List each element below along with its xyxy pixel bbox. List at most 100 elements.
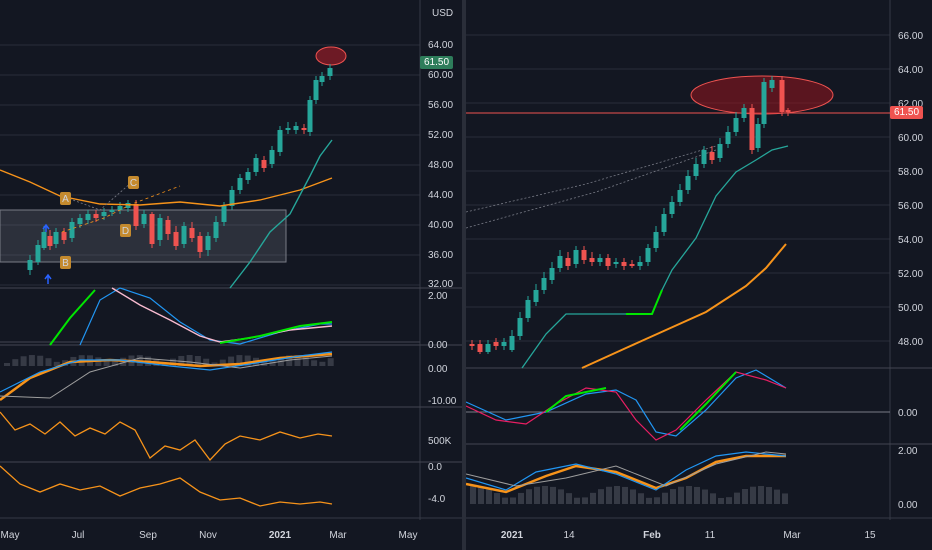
left-ind2-hist <box>286 355 293 366</box>
left-candle-body-29 <box>253 158 259 172</box>
pattern-label-D: D <box>122 226 129 237</box>
left-time-tick: Nov <box>199 530 217 541</box>
left-ind2-hist <box>203 358 210 366</box>
right-price-tick: 62.00 <box>898 99 923 110</box>
right-ind2-hist <box>502 497 508 504</box>
left-candle-body-19 <box>173 232 179 246</box>
pattern-label-bg <box>120 224 131 237</box>
left-chart-pane[interactable]: 64.00 60.00 56.00 52.00 48.00 44.00 40.00 36.00… <box>0 0 462 550</box>
right-ind2-hist <box>678 486 684 504</box>
pattern-label-bg <box>128 176 139 189</box>
left-candle-body-2 <box>41 232 47 248</box>
right-trend-line-2 <box>466 149 717 229</box>
right-candle-body-14 <box>581 250 587 260</box>
left-price-tick: 60.00 <box>428 70 453 81</box>
left-ind2-hist <box>53 361 60 366</box>
right-ind2-orange <box>466 454 786 494</box>
right-candle-body-40 <box>785 110 791 112</box>
left-price-badge: 61.50 <box>420 56 454 69</box>
left-candle-body-13 <box>125 203 131 208</box>
left-green-trailing-stop <box>229 139 333 289</box>
pattern-label-C: C <box>130 178 137 189</box>
right-ind2-blue <box>466 451 787 491</box>
left-ind1-green <box>49 289 96 346</box>
right-candle-body-20 <box>629 264 635 266</box>
right-ind2-hist <box>478 486 484 504</box>
right-ind1-tick: 0.00 <box>898 408 918 419</box>
left-candle-body-17 <box>157 218 163 240</box>
right-ind2-hist <box>774 489 780 504</box>
right-time-tick: 15 <box>864 530 876 541</box>
right-candle-body-38 <box>769 80 775 88</box>
left-ind4-tick: 0.0 <box>428 462 442 473</box>
right-candle-body-37 <box>761 82 767 124</box>
left-ind2-hist <box>219 359 226 366</box>
left-candle-body-14 <box>133 204 139 226</box>
right-ind2-hist <box>574 497 580 504</box>
right-ind2-hist <box>566 493 572 504</box>
left-time-tick: Jul <box>72 530 85 541</box>
right-candle-body-19 <box>621 262 627 266</box>
pattern-label-A: A <box>62 194 69 205</box>
left-ind2-hist <box>244 355 251 366</box>
left-price-tick: 32.00 <box>428 279 453 290</box>
left-candle-body-12 <box>117 206 123 210</box>
right-ind2-hist <box>662 492 668 504</box>
right-ind1-blue <box>466 369 787 437</box>
left-ind2-hist <box>12 359 19 366</box>
left-ind2-hist <box>37 355 44 366</box>
right-ind2-hist <box>638 493 644 504</box>
left-price-tick: 56.00 <box>428 100 453 111</box>
left-ind2-hist <box>20 356 27 366</box>
right-ind2-hist <box>710 493 716 504</box>
right-ind2-hist <box>486 489 492 504</box>
right-ind2-hist <box>558 489 564 504</box>
left-ind2-hist <box>294 355 301 366</box>
left-price-tick: 36.00 <box>428 250 453 261</box>
right-ind2-hist <box>734 492 740 504</box>
pattern-label-B: B <box>62 258 69 269</box>
right-ind2-hist <box>782 493 788 504</box>
right-ind2-hist <box>686 486 692 504</box>
right-candle-body-15 <box>589 258 595 262</box>
left-ind2-hist <box>319 361 326 366</box>
left-candle-body-36 <box>307 100 313 132</box>
left-orange-ma <box>0 169 333 207</box>
left-candle-body-38 <box>319 76 325 82</box>
left-candle-body-1 <box>35 245 41 262</box>
highlight-ellipse <box>315 46 347 66</box>
left-candle-body-8 <box>85 214 91 220</box>
left-candle-body-0 <box>27 260 33 270</box>
right-ind2-hist <box>582 497 588 504</box>
right-time-tick: 11 <box>705 530 716 541</box>
right-ind2-hist <box>750 486 756 504</box>
left-ind2-hist <box>269 360 276 366</box>
left-chart-canvas[interactable]: 64.00 60.00 56.00 52.00 48.00 44.00 40.00 36.00… <box>0 0 462 550</box>
right-price-tick: 56.00 <box>898 201 923 212</box>
pane-divider[interactable] <box>462 0 466 550</box>
left-candle-body-6 <box>69 222 75 238</box>
right-candle-body-21 <box>637 262 643 266</box>
left-candle-body-35 <box>301 128 307 130</box>
right-time-tick: 14 <box>563 530 575 541</box>
left-candle-body-5 <box>61 232 67 240</box>
left-currency-label[interactable]: USD <box>432 8 454 19</box>
right-ind2-hist <box>726 497 732 504</box>
right-ind2-hist <box>742 488 748 504</box>
up-arrow-icon <box>44 273 52 284</box>
right-ind2-tick: 0.00 <box>898 500 918 511</box>
left-time-tick: 2021 <box>269 530 292 541</box>
left-ind2-tick: -10.00 <box>428 396 457 407</box>
left-ind1-blue <box>79 287 332 346</box>
right-candle-body-24 <box>661 214 667 232</box>
left-ind1-green-2 <box>219 321 333 344</box>
left-candle-body-27 <box>237 178 243 190</box>
right-candle-body-33 <box>733 118 739 132</box>
right-ind2-gray <box>466 451 787 487</box>
left-ind1-tick: 2.00 <box>428 291 448 302</box>
left-ind2-hist <box>28 355 35 366</box>
right-chart-pane[interactable]: 66.00 64.00 62.00 60.00 58.00 56.00 54.00 52.00… <box>466 0 932 550</box>
right-chart-canvas[interactable]: 66.00 64.00 62.00 60.00 58.00 56.00 54.00 52.00… <box>466 0 932 550</box>
left-candle-body-7 <box>77 218 83 224</box>
left-price-tick: 48.00 <box>428 160 453 171</box>
